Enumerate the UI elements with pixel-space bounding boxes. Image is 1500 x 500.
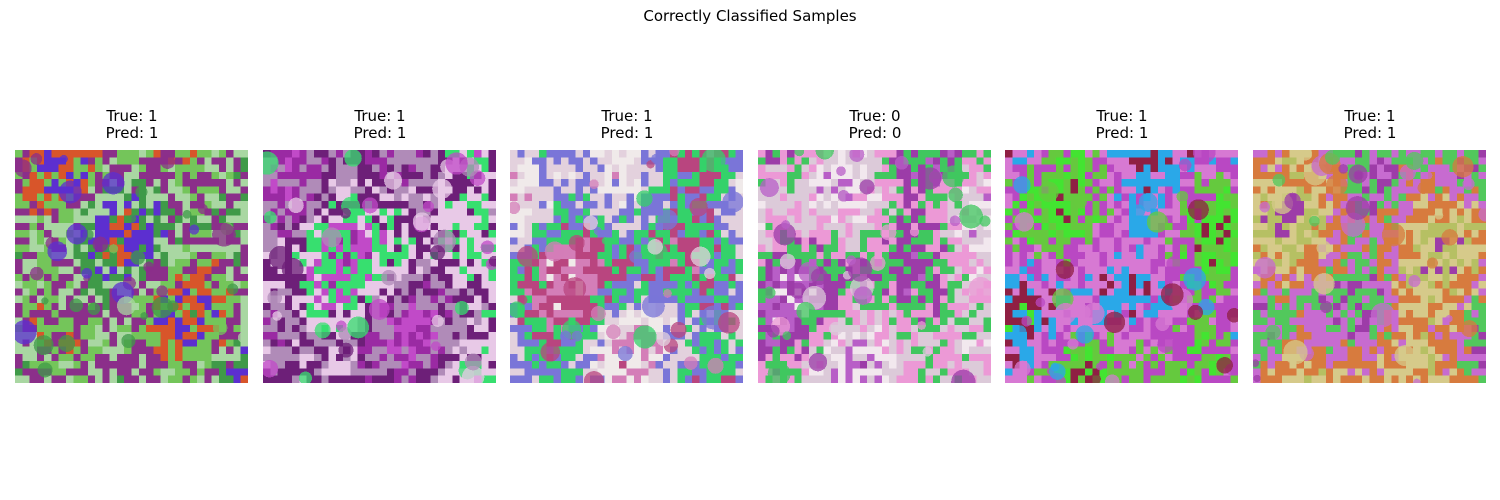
pred-label: Pred: 1 xyxy=(510,125,744,142)
pred-label: Pred: 1 xyxy=(1253,125,1487,142)
sample-caption: True: 0 Pred: 0 xyxy=(758,108,992,142)
true-label: True: 1 xyxy=(1005,108,1239,125)
histology-image-tile xyxy=(1005,150,1238,383)
sample-panel-3: True: 1 Pred: 1 xyxy=(510,108,744,383)
true-label: True: 1 xyxy=(510,108,744,125)
true-label: True: 1 xyxy=(1253,108,1487,125)
sample-panel-1: True: 1 Pred: 1 xyxy=(15,108,249,383)
sample-caption: True: 1 Pred: 1 xyxy=(1253,108,1487,142)
pred-label: Pred: 0 xyxy=(758,125,992,142)
histology-image-tile xyxy=(1253,150,1486,383)
figure-title: Correctly Classified Samples xyxy=(0,7,1500,25)
sample-panel-2: True: 1 Pred: 1 xyxy=(263,108,497,383)
sample-caption: True: 1 Pred: 1 xyxy=(15,108,249,142)
pred-label: Pred: 1 xyxy=(263,125,497,142)
true-label: True: 1 xyxy=(263,108,497,125)
true-label: True: 1 xyxy=(15,108,249,125)
pred-label: Pred: 1 xyxy=(15,125,249,142)
sample-panel-4: True: 0 Pred: 0 xyxy=(758,108,992,383)
sample-caption: True: 1 Pred: 1 xyxy=(510,108,744,142)
sample-caption: True: 1 Pred: 1 xyxy=(263,108,497,142)
sample-caption: True: 1 Pred: 1 xyxy=(1005,108,1239,142)
sample-panel-6: True: 1 Pred: 1 xyxy=(1253,108,1487,383)
histology-image-tile xyxy=(263,150,496,383)
histology-image-tile xyxy=(758,150,991,383)
sample-panel-5: True: 1 Pred: 1 xyxy=(1005,108,1239,383)
histology-image-tile xyxy=(510,150,743,383)
histology-image-tile xyxy=(15,150,248,383)
pred-label: Pred: 1 xyxy=(1005,125,1239,142)
true-label: True: 0 xyxy=(758,108,992,125)
